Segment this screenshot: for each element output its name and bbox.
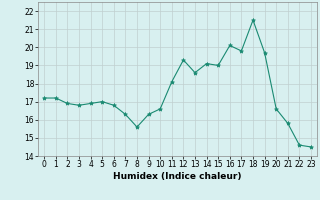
X-axis label: Humidex (Indice chaleur): Humidex (Indice chaleur) xyxy=(113,172,242,181)
